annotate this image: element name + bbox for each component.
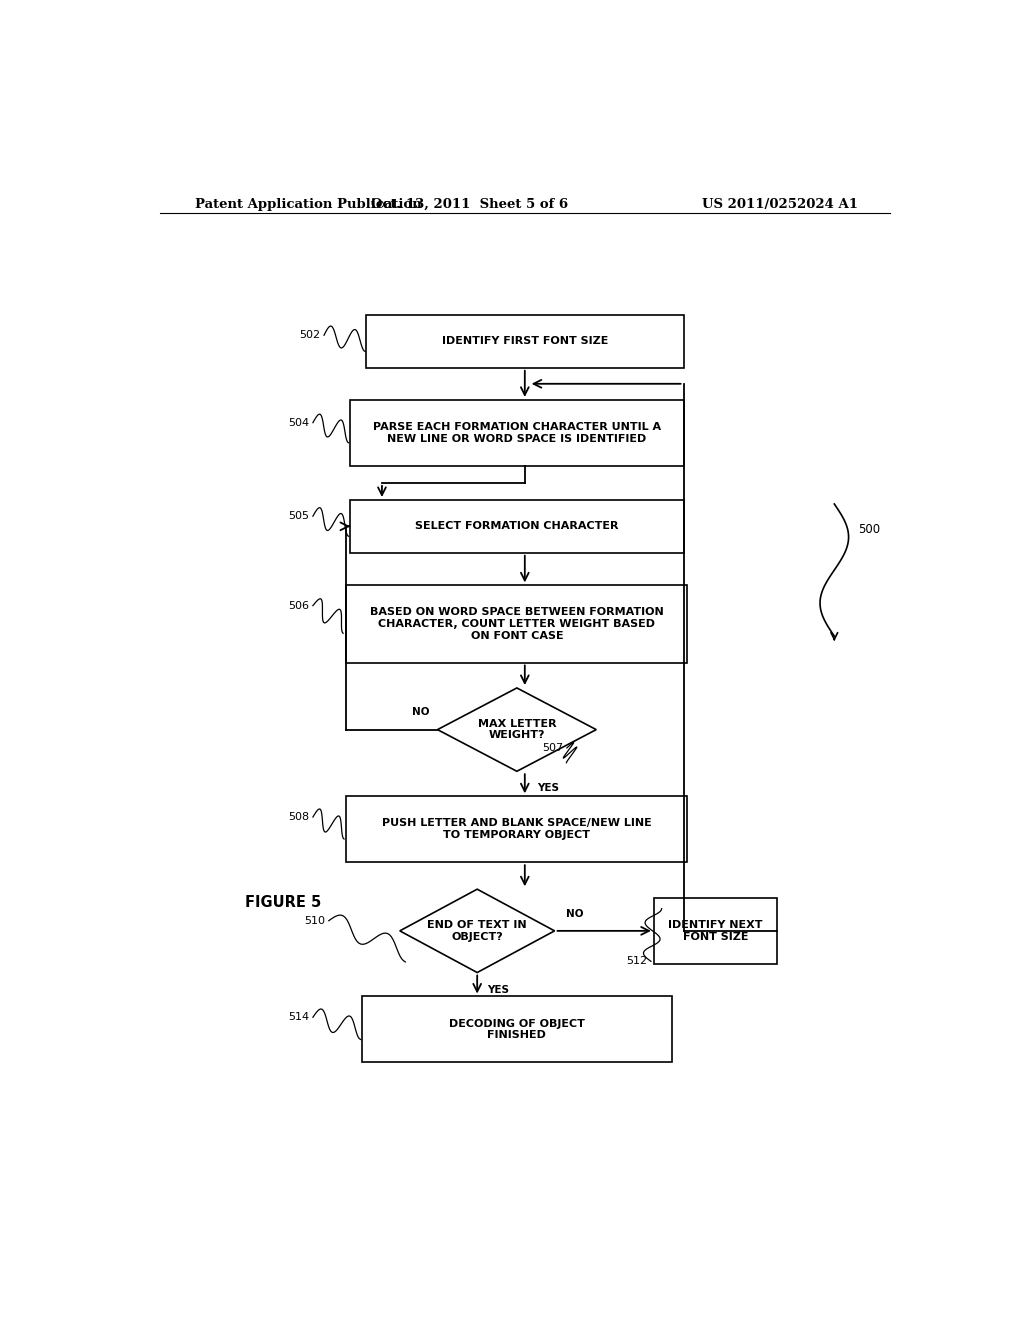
Text: US 2011/0252024 A1: US 2011/0252024 A1 bbox=[702, 198, 858, 211]
Text: 514: 514 bbox=[288, 1012, 309, 1022]
Text: 506: 506 bbox=[288, 601, 309, 611]
Polygon shape bbox=[399, 890, 555, 973]
Bar bbox=[350, 500, 684, 553]
Text: YES: YES bbox=[486, 985, 509, 995]
Text: 508: 508 bbox=[288, 812, 309, 822]
Bar bbox=[346, 796, 687, 862]
Text: PARSE EACH FORMATION CHARACTER UNTIL A
NEW LINE OR WORD SPACE IS IDENTIFIED: PARSE EACH FORMATION CHARACTER UNTIL A N… bbox=[373, 422, 660, 444]
Text: SELECT FORMATION CHARACTER: SELECT FORMATION CHARACTER bbox=[415, 521, 618, 532]
Text: DECODING OF OBJECT
FINISHED: DECODING OF OBJECT FINISHED bbox=[449, 1019, 585, 1040]
Text: FIGURE 5: FIGURE 5 bbox=[246, 895, 322, 909]
Bar bbox=[367, 315, 684, 368]
Text: BASED ON WORD SPACE BETWEEN FORMATION
CHARACTER, COUNT LETTER WEIGHT BASED
ON FO: BASED ON WORD SPACE BETWEEN FORMATION CH… bbox=[370, 607, 664, 640]
Text: IDENTIFY NEXT
FONT SIZE: IDENTIFY NEXT FONT SIZE bbox=[668, 920, 763, 941]
Text: YES: YES bbox=[537, 784, 559, 793]
Text: IDENTIFY FIRST FONT SIZE: IDENTIFY FIRST FONT SIZE bbox=[441, 337, 608, 346]
Text: 507: 507 bbox=[542, 743, 563, 752]
Text: END OF TEXT IN
OBJECT?: END OF TEXT IN OBJECT? bbox=[427, 920, 527, 941]
Text: Oct. 13, 2011  Sheet 5 of 6: Oct. 13, 2011 Sheet 5 of 6 bbox=[371, 198, 568, 211]
Text: PUSH LETTER AND BLANK SPACE/NEW LINE
TO TEMPORARY OBJECT: PUSH LETTER AND BLANK SPACE/NEW LINE TO … bbox=[382, 818, 651, 840]
Text: 500: 500 bbox=[858, 523, 881, 536]
Text: 510: 510 bbox=[304, 916, 325, 925]
Bar bbox=[346, 585, 687, 663]
Polygon shape bbox=[437, 688, 596, 771]
Text: MAX LETTER
WEIGHT?: MAX LETTER WEIGHT? bbox=[477, 719, 556, 741]
Text: NO: NO bbox=[566, 908, 584, 919]
Text: NO: NO bbox=[412, 708, 430, 718]
Bar bbox=[362, 997, 672, 1063]
Bar bbox=[653, 898, 777, 964]
Text: Patent Application Publication: Patent Application Publication bbox=[196, 198, 422, 211]
Text: 505: 505 bbox=[288, 511, 309, 521]
Text: 504: 504 bbox=[288, 417, 309, 428]
Text: 512: 512 bbox=[626, 957, 647, 966]
Text: 502: 502 bbox=[299, 330, 321, 341]
Bar bbox=[350, 400, 684, 466]
